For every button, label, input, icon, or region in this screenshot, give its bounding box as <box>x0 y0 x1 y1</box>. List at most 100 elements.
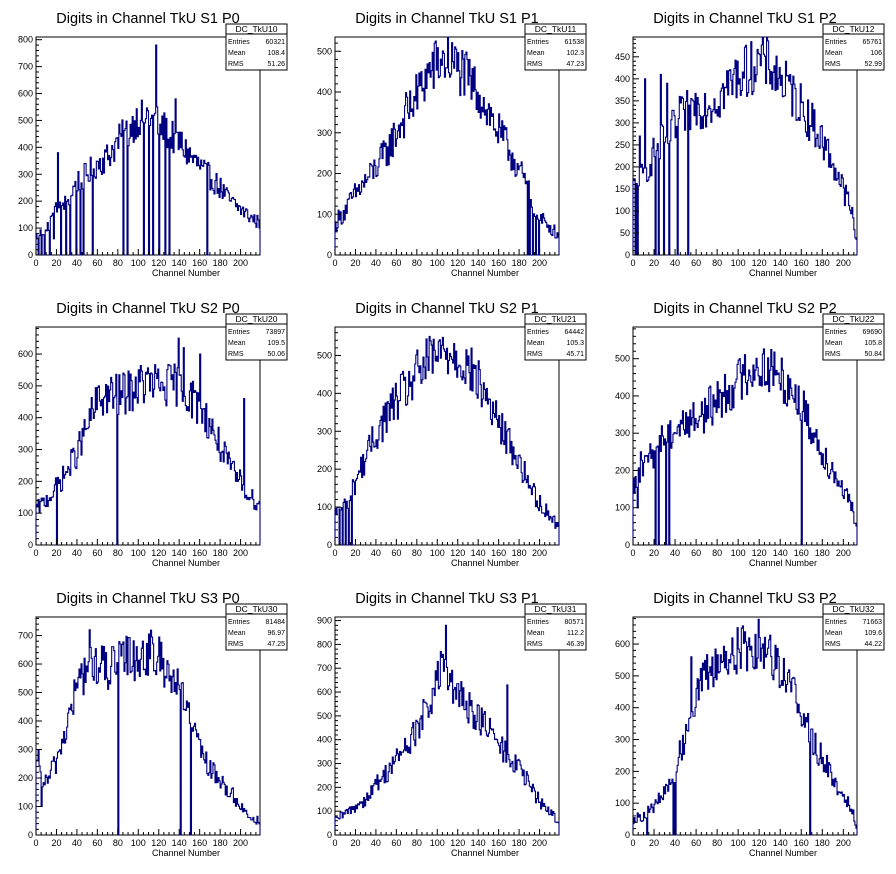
x-tick-label: 60 <box>92 258 102 268</box>
y-tick-label: 0 <box>327 250 332 260</box>
stats-value: 109.5 <box>267 340 285 347</box>
y-tick-label: 600 <box>317 687 332 697</box>
stats-name: DC_TkU30 <box>235 604 277 614</box>
stats-box: DC_TkU22 Entries 69690 Mean 105.8 RMS 50.84 <box>822 313 885 361</box>
x-tick-label: 140 <box>172 548 187 558</box>
x-tick-label: 100 <box>430 548 445 558</box>
x-tick-label: 200 <box>836 838 851 848</box>
y-tick-label: 400 <box>615 703 630 713</box>
stats-box: DC_TkU12 Entries 65761 Mean 106 RMS 52.99 <box>822 23 885 71</box>
stats-name: DC_TkU21 <box>534 314 576 324</box>
stats-box: DC_TkU31 Entries 80571 Mean 112.2 RMS 46.39 <box>524 603 587 651</box>
x-tick-label: 160 <box>794 838 809 848</box>
x-tick-label: 80 <box>113 838 123 848</box>
histogram-panel-6: Digits in Channel TkU S2 P20100200300400… <box>615 301 885 568</box>
y-tick-label: 100 <box>317 806 332 816</box>
x-tick-label: 100 <box>731 548 746 558</box>
histogram-panel-1: Digits in Channel TkU S1 P00100200300400… <box>18 11 288 278</box>
x-tick-label: 120 <box>752 548 767 558</box>
stats-value: 44.22 <box>864 641 882 648</box>
stats-value: 47.25 <box>267 641 285 648</box>
x-tick-label: 40 <box>371 258 381 268</box>
y-tick-label: 400 <box>317 388 332 398</box>
x-tick-label: 120 <box>151 548 166 558</box>
stats-value: 96.97 <box>267 630 285 637</box>
stats-label: RMS <box>527 641 543 648</box>
x-tick-label: 40 <box>670 548 680 558</box>
x-tick-label: 200 <box>233 258 248 268</box>
y-tick-label: 0 <box>327 830 332 840</box>
x-tick-label: 160 <box>794 258 809 268</box>
chart-title: Digits in Channel TkU S2 P0 <box>56 301 240 317</box>
y-tick-label: 400 <box>615 391 630 401</box>
y-tick-label: 800 <box>18 35 33 45</box>
x-tick-label: 100 <box>731 258 746 268</box>
x-tick-label: 180 <box>213 838 228 848</box>
y-tick-label: 450 <box>615 52 630 62</box>
stats-value: 50.06 <box>267 351 285 358</box>
x-axis-label: Channel Number <box>152 848 220 858</box>
plot-frame <box>632 616 858 836</box>
stats-label: Entries <box>527 39 549 46</box>
x-tick-label: 140 <box>773 258 788 268</box>
y-tick-label: 200 <box>317 782 332 792</box>
stats-value: 52.99 <box>864 61 882 68</box>
stats-label: RMS <box>527 61 543 68</box>
stats-value: 45.71 <box>566 351 584 358</box>
y-tick-label: 200 <box>615 465 630 475</box>
x-tick-label: 160 <box>192 838 207 848</box>
histogram-line <box>334 36 560 256</box>
y-tick-label: 400 <box>18 716 33 726</box>
x-tick-label: 100 <box>131 838 146 848</box>
y-tick-label: 200 <box>615 766 630 776</box>
chart-title: Digits in Channel TkU S1 P0 <box>56 11 240 27</box>
stats-value: 106 <box>870 50 882 57</box>
stats-value: 71663 <box>863 619 883 626</box>
y-tick-label: 100 <box>615 206 630 216</box>
x-tick-label: 0 <box>33 548 38 558</box>
x-tick-label: 140 <box>471 258 486 268</box>
x-tick-label: 60 <box>691 838 701 848</box>
y-tick-label: 0 <box>327 540 332 550</box>
y-tick-label: 500 <box>18 115 33 125</box>
x-axis-label: Channel Number <box>749 558 817 568</box>
x-axis-label: Channel Number <box>152 268 220 278</box>
y-tick-label: 200 <box>18 773 33 783</box>
stats-label: Mean <box>825 340 843 347</box>
x-tick-label: 80 <box>412 548 422 558</box>
y-tick-label: 600 <box>18 89 33 99</box>
x-tick-label: 80 <box>712 258 722 268</box>
x-tick-label: 100 <box>430 258 445 268</box>
x-tick-label: 120 <box>450 548 465 558</box>
histogram-panel-8: Digits in Channel TkU S3 P10100200300400… <box>317 591 587 858</box>
y-tick-label: 500 <box>615 671 630 681</box>
plot-frame <box>35 616 261 836</box>
x-tick-label: 200 <box>836 258 851 268</box>
x-tick-label: 60 <box>691 258 701 268</box>
y-tick-label: 400 <box>615 74 630 84</box>
y-tick-label: 300 <box>18 445 33 455</box>
y-tick-label: 400 <box>18 413 33 423</box>
stats-box: DC_TkU20 Entries 73897 Mean 109.5 RMS 50.06 <box>225 313 288 361</box>
y-tick-label: 350 <box>615 96 630 106</box>
x-tick-label: 0 <box>33 838 38 848</box>
x-tick-label: 200 <box>532 548 547 558</box>
y-tick-label: 100 <box>615 503 630 513</box>
x-tick-label: 0 <box>630 838 635 848</box>
y-tick-label: 600 <box>615 639 630 649</box>
y-tick-label: 200 <box>317 464 332 474</box>
x-tick-label: 80 <box>412 258 422 268</box>
x-tick-label: 180 <box>815 258 830 268</box>
stats-value: 112.2 <box>567 630 584 637</box>
stats-value: 80571 <box>565 619 585 626</box>
x-tick-label: 20 <box>649 548 659 558</box>
stats-value: 105.3 <box>566 340 584 347</box>
x-tick-label: 120 <box>151 838 166 848</box>
y-tick-label: 100 <box>18 223 33 233</box>
stats-value: 47.23 <box>566 61 584 68</box>
stats-name: DC_TkU11 <box>535 24 577 34</box>
x-tick-label: 140 <box>471 838 486 848</box>
y-tick-label: 300 <box>615 735 630 745</box>
chart-title: Digits in Channel TkU S3 P1 <box>355 591 539 607</box>
x-tick-label: 180 <box>213 548 228 558</box>
